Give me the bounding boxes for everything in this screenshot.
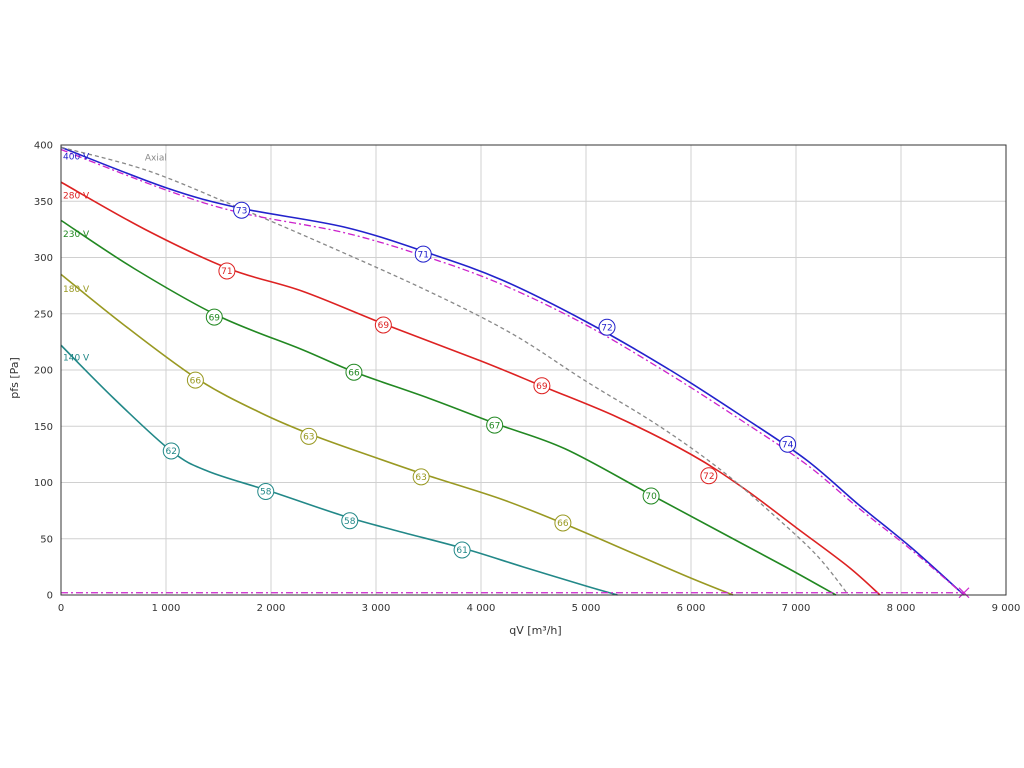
y-tick-label: 50	[40, 534, 53, 545]
efficiency-marker-label: 58	[260, 488, 272, 498]
series-line-6	[60, 148, 965, 596]
efficiency-marker	[453, 541, 471, 559]
efficiency-marker-label: 66	[557, 519, 569, 529]
efficiency-marker	[257, 483, 275, 500]
efficiency-marker-label: 73	[236, 206, 247, 216]
y-tick-label: 150	[34, 422, 53, 433]
x-tick-label: 7 000	[782, 603, 811, 614]
series-line-1	[60, 181, 881, 596]
x-tick-label: 4 000	[467, 603, 496, 614]
efficiency-marker	[233, 201, 251, 219]
efficiency-marker	[341, 512, 359, 530]
efficiency-marker-label: 69	[378, 321, 390, 331]
x-tick-label: 9 000	[992, 603, 1021, 614]
efficiency-marker-label: 74	[782, 440, 794, 450]
efficiency-marker	[700, 467, 718, 485]
x-tick-label: 0	[58, 603, 64, 614]
x-tick-label: 2 000	[257, 603, 286, 614]
efficiency-marker	[162, 442, 180, 460]
efficiency-marker	[414, 245, 432, 263]
series-line-2	[60, 219, 837, 596]
efficiency-marker-label: 67	[489, 421, 500, 431]
efficiency-marker-label: 66	[348, 368, 360, 378]
curve-name-label: 280 V	[63, 192, 90, 202]
efficiency-marker	[554, 514, 572, 532]
efficiency-marker	[186, 371, 204, 389]
efficiency-marker	[205, 308, 223, 326]
y-tick-label: 300	[34, 253, 53, 264]
efficiency-marker	[598, 318, 616, 336]
curve-markers: 73 71 72 74 71 69 69 72 69 66 67 70 66 63 63 66 62 58 58 61	[162, 201, 970, 599]
y-tick-label: 200	[34, 366, 53, 377]
efficiency-marker-label: 69	[536, 382, 548, 392]
efficiency-marker-label: 71	[221, 267, 232, 277]
efficiency-marker-label: 66	[190, 376, 202, 386]
x-tick-label: 3 000	[362, 603, 391, 614]
curve-name-label: 400 V	[63, 152, 90, 162]
y-tick-label: 400	[34, 141, 53, 152]
curve-name-label: 180 V	[63, 285, 90, 295]
efficiency-marker	[412, 468, 430, 486]
x-tick-label: 1 000	[152, 603, 181, 614]
x-tick-label: 5 000	[572, 603, 601, 614]
efficiency-marker	[486, 416, 504, 434]
x-tick-label: 6 000	[677, 603, 706, 614]
efficiency-marker-label: 58	[344, 517, 356, 527]
efficiency-marker-label: 63	[303, 433, 314, 443]
efficiency-marker-label: 62	[166, 447, 177, 457]
x-axis-label: qV [m³/h]	[509, 624, 561, 637]
series-line-3	[60, 273, 734, 596]
efficiency-marker	[533, 377, 551, 395]
tick-labels: 0 1 000 2 000 3 000 4 000 5 000 6 000 7 000 8 00…	[34, 141, 1020, 615]
series-line-5	[60, 146, 850, 596]
operating-point-mark	[958, 587, 970, 599]
efficiency-marker-label: 72	[703, 472, 714, 482]
efficiency-marker-label: 72	[601, 323, 612, 333]
curve-name-label: 230 V	[63, 230, 90, 240]
y-tick-label: 350	[34, 197, 53, 208]
efficiency-marker-label: 70	[645, 492, 657, 502]
efficiency-marker	[642, 487, 660, 505]
efficiency-marker	[374, 316, 392, 334]
curve-name-label: 140 V	[63, 354, 90, 364]
efficiency-marker-label: 63	[415, 473, 426, 483]
efficiency-marker	[345, 363, 363, 381]
curves	[60, 146, 965, 596]
y-axis-label: pfs [Pa]	[8, 357, 21, 399]
efficiency-marker	[779, 435, 797, 453]
efficiency-marker-label: 71	[418, 250, 429, 260]
y-tick-label: 100	[34, 478, 53, 489]
plot-frame	[60, 144, 1007, 596]
y-tick-label: 250	[34, 309, 53, 320]
efficiency-marker-label: 61	[456, 546, 467, 556]
curve-name-label: Axial	[145, 153, 167, 163]
x-tick-label: 8 000	[887, 603, 916, 614]
efficiency-marker-label: 69	[209, 313, 221, 323]
efficiency-marker	[300, 427, 318, 445]
y-tick-label: 0	[47, 591, 53, 602]
series-line-0	[60, 146, 965, 596]
curve-labels: 400 V 280 V 230 V 180 V 140 V Axial	[63, 152, 167, 363]
grid	[60, 144, 1007, 596]
efficiency-marker	[218, 262, 236, 280]
